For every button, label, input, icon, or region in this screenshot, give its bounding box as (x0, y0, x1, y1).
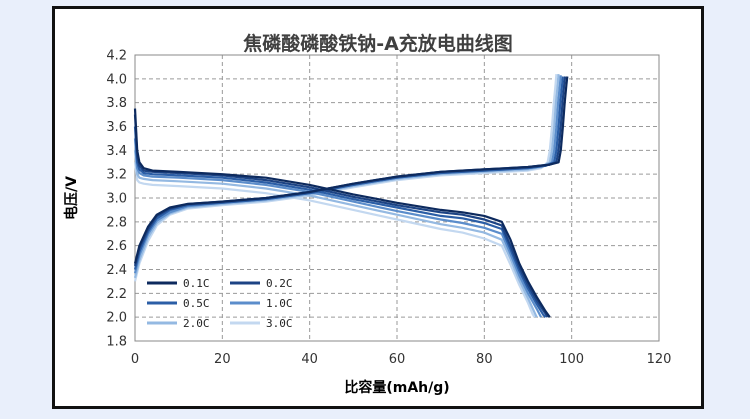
y-tick-label: 3.4 (106, 144, 127, 159)
y-tick-label: 3.8 (106, 96, 127, 111)
y-tick-label: 2.0 (106, 311, 127, 326)
legend-label: 2.0C (183, 317, 210, 330)
x-tick-label: 80 (476, 352, 493, 367)
legend-label: 0.1C (183, 277, 210, 290)
series-line-discharge (133, 114, 549, 318)
y-axis-label: 电压/V (63, 176, 80, 220)
y-tick-label: 3.6 (106, 120, 127, 135)
series-line-discharge (133, 150, 538, 318)
y-tick-label: 3.2 (106, 168, 127, 183)
series-line-discharge (133, 108, 551, 318)
legend-label: 3.0C (266, 317, 293, 330)
y-tick-label: 4.2 (106, 49, 127, 64)
plot-area-border (134, 54, 660, 342)
x-tick-label: 100 (559, 352, 584, 367)
chart-svg: 0 20 40 60 80 100 120 1.8 2.0 2.2 2.4 2.6 2.8 3.0 3.2… (63, 49, 672, 397)
x-tick-label: 0 (131, 352, 139, 367)
chart-title: 焦磷酸磷酸铁钠-A充放电曲线图 (243, 33, 513, 55)
y-tick-label: 4.0 (106, 72, 127, 87)
chart-frame: 焦磷酸磷酸铁钠-A充放电曲线图 0 20 40 60 80 100 120 1.8 2.0 2.… (52, 6, 704, 409)
x-tick-label: 20 (214, 352, 231, 367)
x-tick-label: 120 (647, 352, 672, 367)
legend-label: 0.5C (183, 297, 210, 310)
series-line-charge (133, 74, 560, 279)
y-tick-label: 2.2 (106, 287, 127, 302)
x-axis-label: 比容量(mAh/g) (344, 379, 449, 396)
x-tick-label: 40 (301, 352, 318, 367)
legend: 0.1C 0.2C 0.5C 1.0C 2.0C 3.0C (147, 277, 293, 330)
series-line-discharge (133, 138, 543, 318)
y-tick-label: 2.6 (106, 239, 127, 254)
y-tick-label: 1.8 (106, 335, 127, 350)
legend-label: 0.2C (266, 277, 293, 290)
y-tick-labels: 1.8 2.0 2.2 2.4 2.6 2.8 3.0 3.2 3.4 3.6 3.8 4.0 4.2 (106, 49, 127, 350)
y-tick-label: 3.0 (106, 192, 127, 207)
y-tick-label: 2.8 (106, 215, 127, 230)
series-line-discharge (133, 126, 547, 318)
series-line-charge (133, 74, 558, 282)
grid-lines (135, 55, 659, 341)
series-line-discharge (133, 162, 536, 318)
legend-label: 1.0C (266, 297, 293, 310)
series-layer (133, 74, 569, 318)
y-tick-label: 2.4 (106, 263, 127, 278)
x-tick-label: 60 (389, 352, 406, 367)
series-line-charge (133, 76, 569, 264)
x-tick-labels: 0 20 40 60 80 100 120 (131, 352, 672, 367)
